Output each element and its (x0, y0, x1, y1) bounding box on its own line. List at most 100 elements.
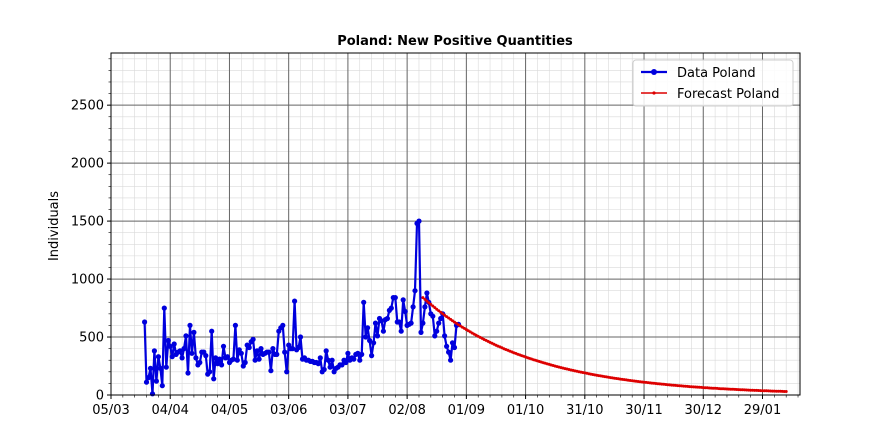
data-point-data-poland (434, 328, 440, 334)
data-point-data-poland (351, 356, 357, 362)
data-point-data-poland (181, 346, 187, 352)
data-point-data-poland (365, 325, 371, 331)
data-point-data-poland (378, 318, 385, 324)
data-point-data-poland (250, 336, 256, 342)
legend-label-data-poland: Data Poland (677, 66, 756, 81)
data-point-data-poland (432, 333, 438, 339)
data-point-data-poland (219, 362, 225, 368)
legend: Data Poland Forecast Poland (632, 59, 794, 107)
data-point-data-poland (392, 295, 398, 301)
data-point-data-poland (442, 333, 448, 339)
data-point-data-poland (416, 218, 422, 224)
data-point-data-poland (155, 354, 161, 360)
legend-box (632, 59, 794, 107)
data-point-forecast-poland (427, 301, 431, 305)
data-point-data-poland (242, 359, 248, 366)
data-point-data-poland (232, 322, 238, 328)
data-point-data-poland (207, 369, 213, 375)
data-point-data-poland (451, 344, 458, 351)
x-tick-label: 30/11 (625, 403, 662, 418)
data-point-data-poland (187, 322, 193, 328)
data-point-data-poland (321, 366, 327, 373)
data-point-data-poland (220, 343, 227, 349)
data-point-forecast-poland (435, 307, 439, 311)
data-point-data-poland (203, 353, 209, 359)
data-point-data-poland (143, 379, 150, 385)
data-point-data-poland (418, 329, 424, 335)
data-point-data-poland (325, 357, 331, 363)
data-point-forecast-poland (429, 302, 433, 306)
data-point-data-poland (284, 369, 290, 375)
data-point-data-poland (224, 354, 231, 360)
data-point-data-poland (438, 315, 444, 322)
data-point-data-poland (296, 344, 302, 351)
y-tick-label: 2500 (71, 99, 104, 114)
data-point-data-poland (211, 376, 217, 382)
data-point-data-poland (161, 305, 167, 311)
data-point-data-poland (436, 320, 442, 326)
data-point-data-poland (369, 353, 375, 359)
x-tick-label: 01/10 (507, 403, 544, 418)
data-point-data-poland (444, 343, 450, 349)
x-tick-label: 03/06 (270, 403, 307, 418)
data-point-data-poland (359, 351, 365, 357)
data-point-data-poland (396, 319, 402, 325)
data-point-data-poland (374, 333, 381, 339)
data-point-data-poland (449, 340, 456, 346)
data-point-data-poland (339, 362, 345, 368)
data-point-data-poland (412, 288, 418, 294)
data-point-data-poland (254, 348, 260, 354)
data-point-data-poland (213, 355, 219, 361)
data-point-data-poland (367, 337, 373, 344)
data-point-data-poland (420, 320, 426, 326)
data-point-forecast-poland (423, 297, 427, 301)
x-tick-label: 30/12 (685, 403, 722, 418)
data-point-data-poland (145, 375, 152, 381)
data-point-data-poland (400, 297, 406, 303)
data-point-data-poland (167, 343, 173, 349)
data-point-data-poland (171, 341, 177, 347)
chart-title: Poland: New Positive Quantities (337, 34, 573, 49)
y-tick-label: 0 (96, 389, 104, 404)
plot-frame (110, 52, 801, 396)
data-point-data-poland (329, 357, 335, 363)
data-point-forecast-poland (431, 304, 435, 308)
y-tick-label: 500 (79, 331, 104, 346)
data-point-data-poland (345, 350, 351, 356)
data-point-data-poland (448, 357, 454, 363)
data-point-data-poland (234, 357, 240, 363)
data-point-data-poland (209, 328, 215, 334)
data-point-data-poland (424, 290, 430, 296)
x-tick-label: 31/10 (566, 403, 603, 418)
x-tick-label: 03/07 (329, 403, 366, 418)
data-point-data-poland (169, 354, 175, 360)
data-point-data-poland (315, 361, 321, 367)
y-axis-label: Individuals (47, 191, 62, 261)
data-point-data-poland (430, 313, 436, 319)
data-point-data-poland (147, 365, 154, 371)
data-point-data-poland (371, 340, 377, 346)
data-point-data-poland (355, 350, 361, 356)
y-tick-label: 1000 (71, 273, 104, 288)
data-point-data-poland (252, 357, 258, 363)
data-point-data-poland (151, 348, 157, 354)
y-tick-label: 1500 (71, 215, 104, 230)
data-point-data-poland (153, 378, 159, 384)
x-tick-label: 04/05 (211, 403, 248, 418)
data-point-data-poland (142, 319, 148, 325)
x-tick-label: 01/09 (448, 403, 485, 418)
data-point-data-poland (357, 357, 363, 363)
data-point-data-poland (238, 350, 244, 356)
data-point-data-poland (270, 346, 276, 352)
data-point-data-poland (256, 356, 262, 362)
data-point-data-poland (149, 391, 156, 397)
data-point-data-poland (185, 370, 191, 376)
data-point-data-poland (246, 344, 252, 351)
data-point-data-poland (343, 359, 349, 366)
data-point-data-poland (189, 350, 195, 356)
data-point-forecast-poland (784, 390, 788, 393)
x-tick-label: 29/01 (744, 403, 781, 418)
x-tick-label: 04/04 (151, 403, 188, 418)
